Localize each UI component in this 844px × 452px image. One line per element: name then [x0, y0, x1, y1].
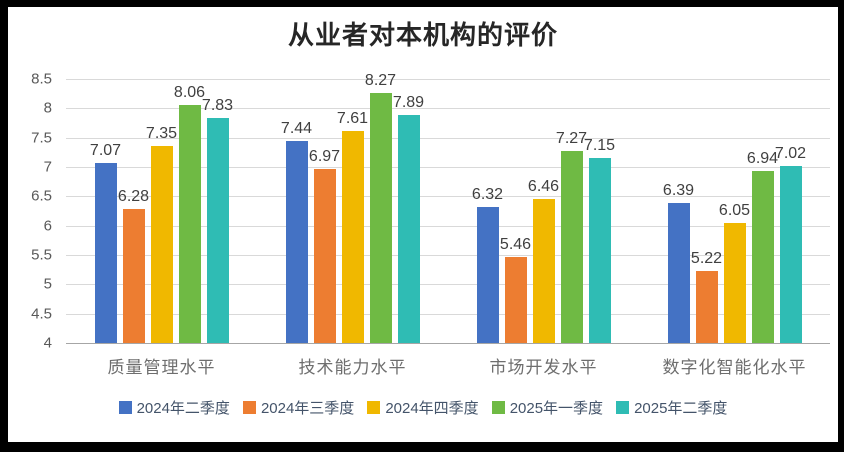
chart-title: 从业者对本机构的评价 — [287, 21, 558, 50]
bar-value-label: 6.32 — [471, 185, 504, 203]
y-tick-label: 7 — [43, 158, 52, 176]
bar — [313, 168, 336, 343]
category-label: 数字化智能化水平 — [662, 358, 807, 377]
bar-value-label: 6.46 — [527, 177, 560, 195]
y-tick-label: 4 — [43, 334, 52, 352]
bar — [667, 202, 690, 343]
bar-value-label: 7.02 — [774, 144, 807, 162]
bar — [285, 141, 308, 343]
bar-group: 6.39 5.22 6.05 6.94 7.02 — [639, 79, 830, 343]
gridline — [66, 313, 830, 315]
plot-area: 7.07 6.28 7.35 8.06 7.83 7.44 6.97 7.61 8.27 7.89… — [66, 72, 830, 344]
y-tick-label: 5 — [43, 275, 52, 293]
category-label: 质量管理水平 — [107, 358, 216, 377]
bar — [150, 146, 173, 343]
bar-group: 7.07 6.28 7.35 8.06 7.83 — [66, 79, 257, 343]
bar-value-label: 7.61 — [336, 110, 369, 128]
bar-value-label: 5.46 — [499, 236, 532, 254]
legend: 2024年二季度 2024年三季度 2024年四季度 2025年一季度 2025年二季度 — [8, 397, 838, 418]
legend-label: 2025年一季度 — [509, 400, 604, 417]
bar — [723, 222, 746, 343]
bar-value-label: 6.97 — [308, 147, 341, 165]
bar-value-label: 6.05 — [718, 201, 751, 219]
bar-value-label: 7.27 — [555, 130, 588, 148]
gridline — [66, 284, 830, 286]
gridline — [66, 79, 830, 80]
y-tick-label: 8 — [43, 99, 52, 117]
bar-value-label: 7.83 — [201, 97, 234, 115]
y-tick-label: 4.5 — [31, 305, 52, 323]
gridline — [66, 225, 830, 227]
bar — [369, 92, 392, 343]
legend-swatch-icon — [491, 401, 505, 414]
bar-value-label: 6.94 — [746, 149, 779, 167]
bar — [695, 271, 718, 343]
bar-value-label: 7.35 — [145, 125, 178, 143]
legend-item: 2024年二季度 — [118, 397, 230, 418]
bar — [560, 151, 583, 343]
category-label: 市场开发水平 — [489, 358, 598, 377]
legend-swatch-icon — [118, 401, 132, 414]
gridline — [66, 196, 830, 198]
y-axis: 8.5 8 7.5 7 6.5 6 5.5 5 4.5 4 — [8, 71, 58, 352]
gridline — [66, 255, 830, 256]
x-axis-line — [66, 343, 830, 344]
legend-item: 2025年一季度 — [491, 397, 604, 418]
legend-swatch-icon — [616, 401, 630, 414]
bar-value-label: 8.27 — [364, 71, 397, 89]
bar — [476, 206, 499, 343]
bar-groups: 7.07 6.28 7.35 8.06 7.83 7.44 6.97 7.61 8.27 7.89… — [66, 72, 830, 343]
bar — [178, 104, 201, 343]
legend-swatch-icon — [242, 401, 256, 414]
bar-value-label: 7.15 — [583, 137, 616, 155]
legend-label: 2025年二季度 — [634, 400, 728, 417]
legend-label: 2024年二季度 — [136, 400, 230, 417]
bar-value-label: 7.07 — [89, 141, 122, 159]
bar-value-label: 5.22 — [690, 250, 723, 268]
bar — [504, 257, 527, 343]
y-tick-label: 5.5 — [31, 246, 52, 264]
gridline — [66, 167, 830, 168]
bar — [122, 209, 145, 343]
bar-value-label: 7.89 — [392, 93, 425, 111]
bar — [751, 170, 774, 343]
y-tick-label: 6 — [43, 217, 52, 235]
y-tick-label: 8.5 — [31, 70, 52, 88]
y-tick-label: 7.5 — [31, 129, 52, 147]
bar-value-label: 7.44 — [280, 120, 313, 138]
bar-value-label: 6.28 — [117, 188, 150, 206]
legend-label: 2024年四季度 — [385, 400, 479, 417]
legend-item: 2025年二季度 — [616, 397, 727, 418]
bar — [206, 118, 229, 343]
legend-item: 2024年三季度 — [242, 397, 355, 418]
bar-value-label: 8.06 — [173, 83, 206, 101]
bar-group: 6.32 5.46 6.46 7.27 7.15 — [448, 79, 639, 343]
legend-label: 2024年三季度 — [260, 400, 355, 417]
x-axis: 质量管理水平 技术能力水平 市场开发水平 数字化智能化水平 — [66, 353, 830, 378]
legend-item: 2024年四季度 — [367, 397, 479, 418]
bar — [588, 158, 611, 343]
bar — [532, 198, 555, 343]
bar — [397, 114, 420, 343]
y-tick-label: 6.5 — [31, 187, 52, 205]
chart-background: 从业者对本机构的评价 8.5 8 7.5 7 6.5 6 5.5 5 4.5 4 7.07 6.28… — [8, 7, 838, 442]
category-label: 技术能力水平 — [298, 358, 407, 377]
bar-group: 7.44 6.97 7.61 8.27 7.89 — [257, 72, 448, 343]
gridline — [66, 108, 830, 110]
bar-value-label: 6.39 — [662, 181, 695, 199]
legend-swatch-icon — [367, 401, 381, 414]
bar — [341, 131, 364, 343]
bar — [94, 162, 117, 343]
gridline — [66, 137, 830, 139]
bar — [779, 165, 802, 343]
